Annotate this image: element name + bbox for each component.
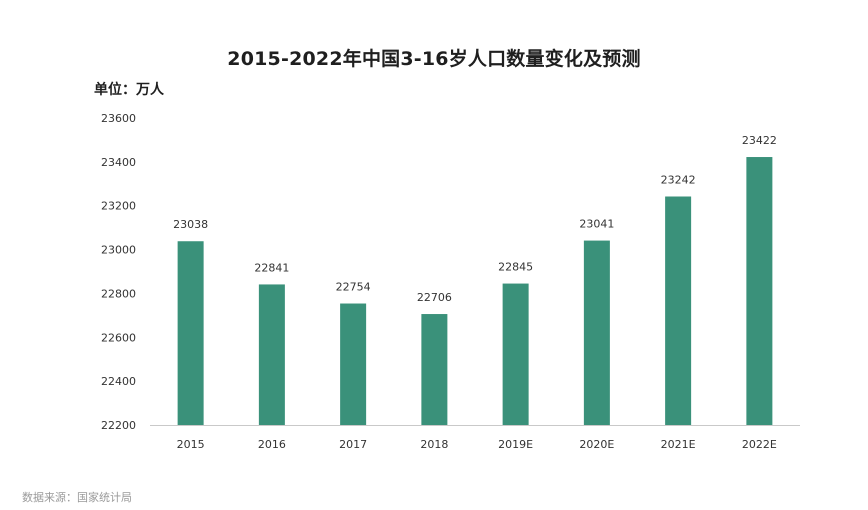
y-axis-ticks: 22200 22400 22600 22800 23000 23200 23400 23600 bbox=[101, 112, 136, 432]
unit-label: 单位：万人 bbox=[94, 82, 164, 98]
x-tick-label: 2022E bbox=[742, 438, 777, 451]
x-tick-label: 2015 bbox=[177, 438, 205, 451]
y-tick-label: 23400 bbox=[101, 156, 136, 169]
x-tick-label: 2017 bbox=[339, 438, 367, 451]
y-tick-label: 22200 bbox=[101, 419, 136, 432]
bar-value-label: 22845 bbox=[498, 261, 533, 274]
value-labels-group: 23038 22841 22754 22706 22845 23041 23242 23422 bbox=[173, 134, 777, 304]
x-tick-label: 2019E bbox=[498, 438, 533, 451]
bar bbox=[746, 157, 773, 426]
x-tick-label: 2018 bbox=[420, 438, 448, 451]
bar bbox=[421, 314, 448, 425]
bar-value-label: 23041 bbox=[579, 218, 614, 231]
y-tick-label: 23000 bbox=[101, 244, 136, 257]
bar bbox=[340, 303, 367, 425]
bar bbox=[258, 284, 285, 425]
bar-value-label: 23242 bbox=[661, 174, 696, 187]
bar bbox=[502, 283, 529, 425]
bars-group bbox=[177, 157, 773, 426]
bar-value-label: 22841 bbox=[254, 261, 289, 274]
bar bbox=[177, 241, 204, 425]
x-tick-label: 2020E bbox=[579, 438, 614, 451]
x-tick-label: 2021E bbox=[661, 438, 696, 451]
bar bbox=[665, 196, 692, 425]
bar bbox=[583, 240, 610, 425]
y-tick-label: 23600 bbox=[101, 112, 136, 125]
source-note: 数据来源：国家统计局 bbox=[22, 491, 132, 504]
bar-value-label: 22754 bbox=[336, 281, 371, 294]
y-tick-label: 23200 bbox=[101, 200, 136, 213]
y-tick-label: 22800 bbox=[101, 287, 136, 300]
x-tick-label: 2016 bbox=[258, 438, 286, 451]
bar-value-label: 23038 bbox=[173, 218, 208, 231]
chart-title: 2015-2022年中国3-16岁人口数量变化及预测 bbox=[227, 48, 641, 70]
bar-value-label: 23422 bbox=[742, 134, 777, 147]
x-axis-ticks: 2015 2016 2017 2018 2019E 2020E 2021E 2022E bbox=[177, 438, 777, 451]
y-tick-label: 22600 bbox=[101, 331, 136, 344]
y-tick-label: 22400 bbox=[101, 375, 136, 388]
bar-value-label: 22706 bbox=[417, 291, 452, 304]
